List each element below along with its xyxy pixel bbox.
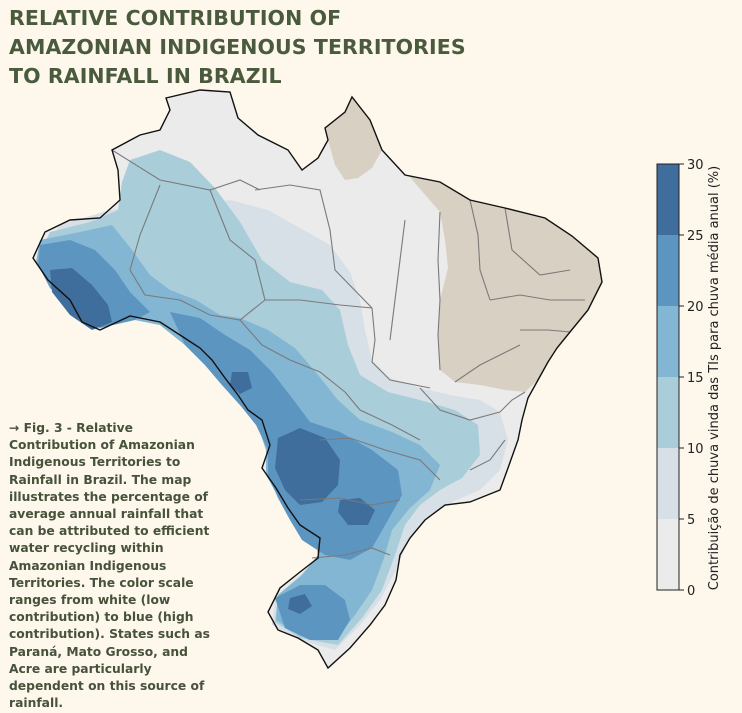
colorbar-tick-label: 15 <box>687 371 704 386</box>
colorbar-bin <box>657 235 679 306</box>
figure-caption: → Fig. 3 - Relative Contribution of Amaz… <box>9 421 210 711</box>
map-zone-25-30 <box>275 428 340 505</box>
map-zone-25-30 <box>288 594 312 614</box>
colorbar-tick-label: 5 <box>687 513 695 528</box>
colorbar-bin <box>657 519 679 590</box>
map-no-data-region <box>408 175 602 392</box>
colorbar-bin <box>657 448 679 519</box>
colorbar-bin <box>657 306 679 377</box>
colorbar-tick-label: 20 <box>687 300 704 315</box>
map-zone-25-30 <box>50 268 112 330</box>
map-zone-20-25 <box>38 240 150 328</box>
map-zone-25-30 <box>338 498 375 525</box>
colorbar-tick-label: 30 <box>687 158 704 173</box>
color-scale-bar: 0 5 10 15 20 25 30 <box>656 158 704 599</box>
map-zone-25-30 <box>230 372 252 394</box>
colorbar-tick-label: 0 <box>687 584 695 599</box>
colorbar-tick-label: 25 <box>687 229 704 244</box>
colorbar-label: Contribuição de chuva vinda das TIs para… <box>707 165 722 591</box>
colorbar-bin <box>657 164 679 235</box>
brazil-rainfall-map <box>32 89 603 670</box>
colorbar-bin <box>657 377 679 448</box>
state-borders <box>111 149 585 559</box>
page-title: RELATIVE CONTRIBUTION OF AMAZONIAN INDIG… <box>9 6 466 88</box>
colorbar-tick-label: 10 <box>687 442 704 457</box>
country-outline <box>32 89 603 670</box>
